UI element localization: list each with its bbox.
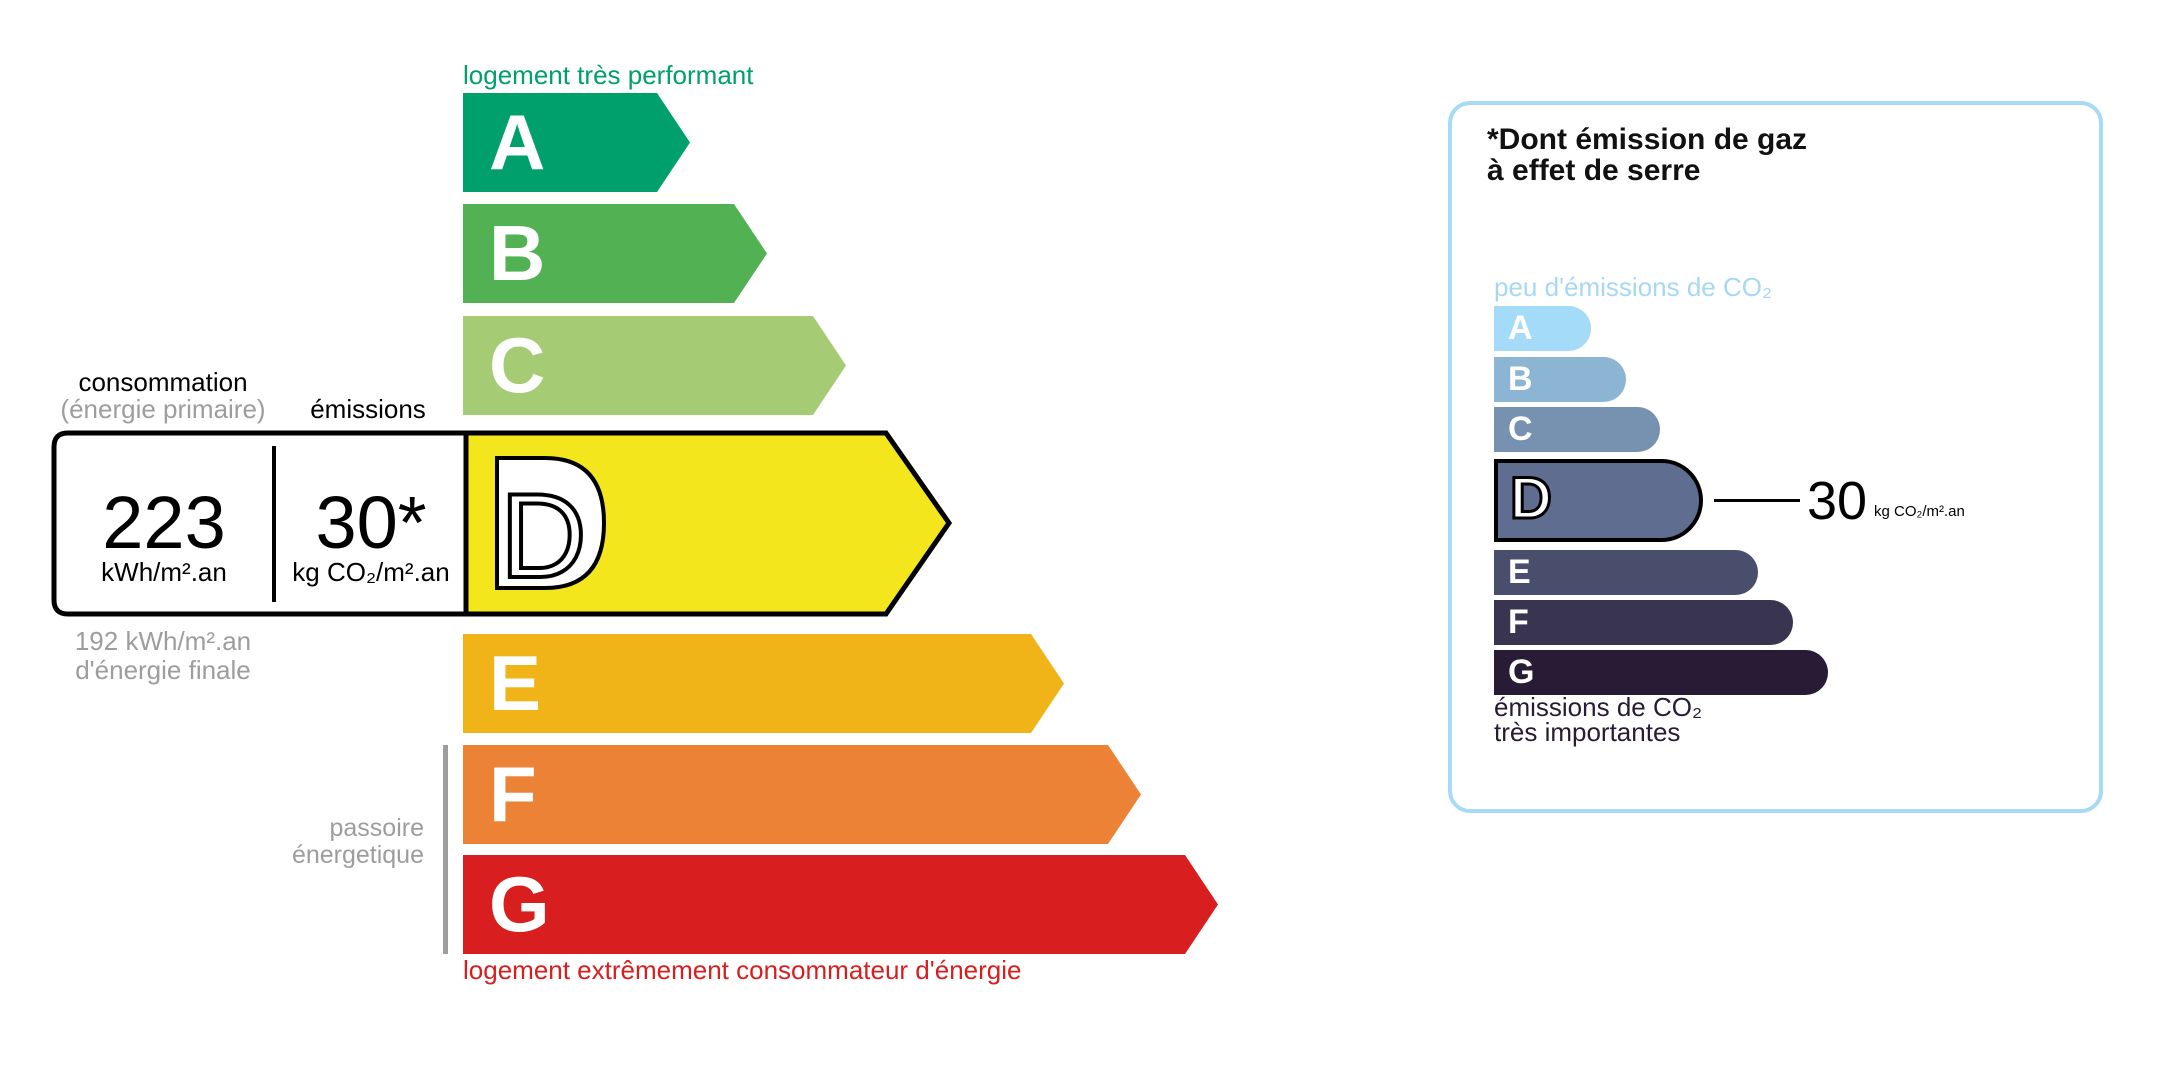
values-box	[51, 430, 469, 617]
ges-class-f: F	[1494, 600, 1793, 645]
consumption-label: consommation	[78, 367, 248, 397]
final-energy-value: 192 kWh/m².an	[74, 626, 252, 656]
ges-bottom-label: émissions de CO₂ très importantes	[1494, 692, 1703, 747]
energy-top-label: logement très performant	[463, 60, 754, 90]
final-energy-label: d'énergie finale	[75, 655, 251, 685]
ges-class-letter: B	[1508, 360, 1533, 398]
ges-class-a: A	[1494, 306, 1591, 351]
current-class-box: D	[51, 430, 953, 617]
energy-class-letter: A	[489, 98, 546, 186]
ges-class-letter: G	[1508, 653, 1535, 691]
emissions-unit: kg CO₂/m².an	[292, 557, 450, 587]
energy-class-bar	[463, 93, 690, 192]
energy-class-f: F	[463, 745, 1141, 844]
ges-panel	[1448, 101, 2103, 813]
energy-class-bar	[463, 855, 1218, 954]
ges-class-letter: A	[1508, 309, 1533, 347]
energy-class-letter: C	[489, 321, 546, 409]
emissions-value: 30*	[315, 481, 427, 564]
ges-unit: kg CO₂/m².an	[1874, 503, 1965, 520]
energy-class-bar	[463, 745, 1141, 844]
class-d-letter: D	[500, 469, 587, 603]
ges-class-g: G	[1494, 650, 1828, 695]
ges-class-letter: C	[1508, 410, 1533, 448]
energy-class-bar	[463, 204, 767, 303]
energy-class-e: E	[463, 634, 1064, 733]
consumption-unit: kWh/m².an	[101, 557, 227, 587]
ges-class-c: C	[1494, 407, 1660, 452]
passoire-divider	[443, 745, 448, 954]
energy-class-letter: F	[489, 750, 537, 838]
ges-value: 30	[1807, 471, 1868, 531]
energy-bottom-label: logement extrêmement consommateur d'éner…	[463, 955, 1022, 985]
ges-class-e: E	[1494, 550, 1758, 595]
energy-class-bar	[463, 316, 846, 415]
consumption-sublabel: (énergie primaire)	[60, 394, 266, 424]
ges-pointer-line	[1714, 499, 1800, 502]
ges-title: *Dont émission de gaz à effet de serre	[1487, 123, 1808, 187]
energy-class-c: C	[463, 316, 846, 415]
energy-class-g: G	[463, 855, 1218, 954]
ges-class-d: D	[1494, 459, 1703, 542]
class-d-letter-frame	[495, 456, 607, 590]
emissions-label: émissions	[310, 394, 426, 424]
energy-class-letter: G	[489, 860, 550, 948]
energy-class-letter: E	[489, 639, 542, 727]
consumption-value: 223	[102, 481, 226, 564]
energy-class-a: A	[463, 93, 690, 192]
ges-class-b: B	[1494, 357, 1626, 402]
energy-class-b: B	[463, 204, 767, 303]
energy-class-letter: B	[489, 209, 546, 297]
energy-class-bar	[463, 634, 1064, 733]
ges-class-letter: F	[1508, 603, 1529, 641]
ges-class-letter: D	[1509, 465, 1554, 532]
passoire-label: passoire énergetique	[291, 814, 424, 869]
ges-top-label: peu d'émissions de CO₂	[1494, 272, 1773, 302]
ges-class-letter: E	[1508, 553, 1531, 591]
